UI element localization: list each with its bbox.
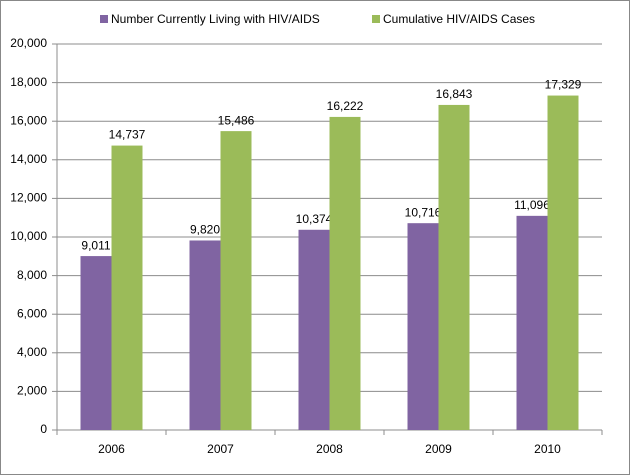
y-tick-label: 18,000: [10, 75, 47, 89]
bar: [547, 95, 579, 431]
bar: [111, 145, 143, 430]
y-tick-label: 4,000: [17, 345, 47, 359]
value-label: 11,096: [514, 198, 550, 212]
bar: [298, 229, 330, 430]
y-tick-label: 2,000: [17, 384, 47, 398]
x-tick-label: 2007: [207, 442, 234, 456]
bar: [189, 240, 221, 430]
y-tick-label: 20,000: [10, 36, 47, 50]
x-tick-label: 2009: [425, 442, 452, 456]
value-label: 17,329: [545, 78, 582, 92]
bar: [516, 215, 548, 430]
bar: [329, 116, 361, 430]
value-label: 9,820: [190, 223, 220, 237]
y-tick-label: 10,000: [10, 229, 47, 243]
value-label: 15,486: [218, 113, 255, 127]
y-tick-label: 14,000: [10, 152, 47, 166]
value-label: 16,843: [436, 87, 473, 101]
x-tick-label: 2010: [534, 442, 561, 456]
bar: [80, 256, 112, 430]
value-label: 10,374: [296, 212, 333, 226]
y-tick-label: 6,000: [17, 306, 47, 320]
legend-label: Number Currently Living with HIV/AIDS: [111, 12, 320, 26]
value-label: 10,716: [405, 205, 442, 219]
legend-swatch: [372, 15, 380, 23]
y-tick-label: 0: [40, 422, 47, 436]
bar: [407, 223, 439, 430]
y-tick-label: 12,000: [10, 191, 47, 205]
x-tick-label: 2008: [316, 442, 343, 456]
x-tick-label: 2006: [98, 442, 125, 456]
value-label: 14,737: [109, 128, 146, 142]
y-tick-label: 8,000: [17, 268, 47, 282]
bar: [220, 131, 252, 431]
value-label: 16,222: [327, 99, 364, 113]
value-label: 9,011: [81, 238, 110, 252]
legend-swatch: [100, 15, 108, 23]
y-tick-label: 16,000: [10, 113, 47, 127]
bar: [438, 104, 470, 430]
legend-label: Cumulative HIV/AIDS Cases: [383, 12, 535, 26]
